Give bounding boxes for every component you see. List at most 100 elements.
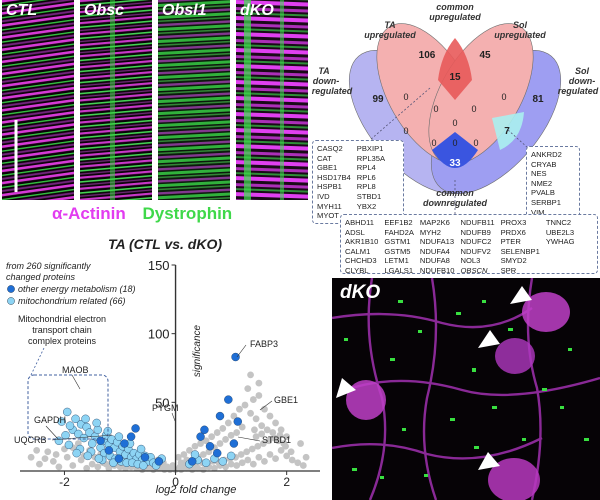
volcano-point <box>261 457 268 465</box>
volcano-point <box>238 459 246 467</box>
volcano-point <box>243 448 251 456</box>
protein-name: GBE1 <box>317 163 338 173</box>
volcano-point <box>96 436 105 445</box>
volcano-ytick-label: 50 <box>155 395 169 410</box>
venn-label-common-down-2: downregulated <box>423 198 488 208</box>
volcano-point <box>120 439 129 448</box>
volcano-ytick-label: 150 <box>148 258 170 273</box>
volcano-point <box>277 426 285 434</box>
volcano-point <box>247 371 254 379</box>
volcano-point <box>41 455 49 463</box>
volcano-point <box>224 419 232 427</box>
venn-count-sol-up: 45 <box>479 50 491 61</box>
volcano-point <box>255 379 263 387</box>
venn-zero-6: 0 <box>452 118 457 128</box>
list-common-down-col1: ABHD11 ADSL AKR1B10 CALM1 CHCHD3 CLYBL <box>345 218 378 276</box>
micrograph-obsc-image <box>80 0 152 200</box>
volcano-point <box>283 452 291 460</box>
volcano-point <box>136 444 146 454</box>
volcano-point <box>64 440 74 450</box>
volcano-point <box>226 451 236 461</box>
venn-label-sol-down-3: regulated <box>558 86 599 96</box>
volcano-point <box>222 436 229 443</box>
dko-cross-section: dKO <box>332 278 600 500</box>
volcano-point <box>237 451 245 458</box>
venn-zero-3: 0 <box>471 104 476 114</box>
venn-zero-4: 0 <box>501 92 506 102</box>
volcano-point <box>230 412 238 420</box>
volcano-point <box>188 457 197 466</box>
protein-name: NDUFB11 <box>460 218 495 227</box>
volcano-axes: 50 100 150 -2 0 2 <box>20 258 320 489</box>
volcano-point <box>233 429 241 436</box>
volcano-point <box>218 457 227 466</box>
volcano-point <box>93 425 102 435</box>
volcano-point <box>65 421 75 430</box>
volcano-point <box>165 464 173 472</box>
volcano-point <box>201 458 211 467</box>
list-common-down: ABHD11 ADSL AKR1B10 CALM1 CHCHD3 CLYBL EEF1B2 F… <box>340 214 598 276</box>
volcano-xtick-label: 2 <box>283 475 290 489</box>
volcano-point <box>79 433 89 443</box>
list-ta-up-sol-down: ANKRD2 CRYAB NES NME2 PVALB SERBP1 VIM <box>526 146 580 226</box>
volcano-point <box>238 423 246 431</box>
protein-name: GSTM5 <box>384 246 411 256</box>
label-gbe1: GBE1 <box>274 395 298 405</box>
protein-name: RPL4 <box>356 163 376 173</box>
volcano-legend-item-2: mitochondrium related (66) <box>18 296 126 306</box>
protein-name: PRDX6 <box>500 227 526 237</box>
volcano-point <box>249 460 257 468</box>
protein-name: PROX3 <box>500 218 527 227</box>
venn-count-ta-down: 99 <box>372 94 384 105</box>
list-common-down-col2: EEF1B2 FAHD2A GSTM1 GSTM5 LETM1 LGALS1 <box>384 218 414 276</box>
volcano-point <box>69 462 77 469</box>
volcano-point <box>247 409 254 417</box>
micrograph-obsc: Obsc <box>80 0 152 200</box>
venn-label-common-up-2: upregulated <box>429 12 481 22</box>
volcano-point <box>283 433 291 441</box>
volcano-point <box>49 457 57 465</box>
volcano-point <box>244 385 252 392</box>
stain-dystrophin: Dystrophin <box>142 204 233 223</box>
protein-name: MAP2K6 <box>419 218 450 227</box>
protein-name: ADSL <box>345 227 365 237</box>
volcano-point <box>83 464 91 472</box>
venn-zero-1: 0 <box>403 92 408 102</box>
venn-count-common-up: 15 <box>449 72 461 83</box>
venn-label-ta-up-1: TA <box>384 20 395 30</box>
volcano-point <box>211 464 218 472</box>
volcano-point <box>88 460 96 468</box>
volcano-point <box>213 448 222 458</box>
protein-name: ANKRD2 <box>531 150 562 159</box>
volcano-point <box>287 448 295 456</box>
volcano-point <box>81 414 90 424</box>
protein-name: PVALB <box>531 188 555 198</box>
volcano-point <box>174 453 182 461</box>
micrograph-dko-image <box>236 0 308 200</box>
label-dko-micrograph: dKO <box>240 2 274 19</box>
protein-name: AKR1B10 <box>345 237 379 247</box>
protein-name: NDUFC2 <box>460 237 492 247</box>
venn-label-common-up-1: common <box>436 2 474 12</box>
protein-name: LETM1 <box>384 256 409 266</box>
protein-name: RPL6 <box>356 172 376 182</box>
label-obsl1: Obsl1 <box>162 2 207 19</box>
venn-label-ta-up-2: upregulated <box>364 30 416 40</box>
venn-count-sol-down: 81 <box>532 94 544 105</box>
volcano-point <box>71 414 80 424</box>
volcano-points-energy <box>96 352 242 466</box>
list-ta-up-sol-down-col: ANKRD2 CRYAB NES NME2 PVALB SERBP1 VIM <box>531 150 562 217</box>
volcano-point <box>241 401 249 409</box>
venn-count-ta-up: 106 <box>419 50 436 61</box>
venn-label-sol-up-1: Sol <box>513 20 528 30</box>
protein-name: MYOT <box>317 211 339 221</box>
venn-zero-5: 0 <box>403 126 408 136</box>
volcano-point <box>272 419 279 427</box>
micrograph-ctl-image <box>2 0 74 200</box>
venn-label-sol-down-2: down- <box>569 76 596 86</box>
volcano-point <box>227 431 235 439</box>
volcano-point <box>36 460 43 468</box>
label-fabp3: FABP3 <box>250 339 278 349</box>
dko-cross-section-image <box>332 278 600 500</box>
